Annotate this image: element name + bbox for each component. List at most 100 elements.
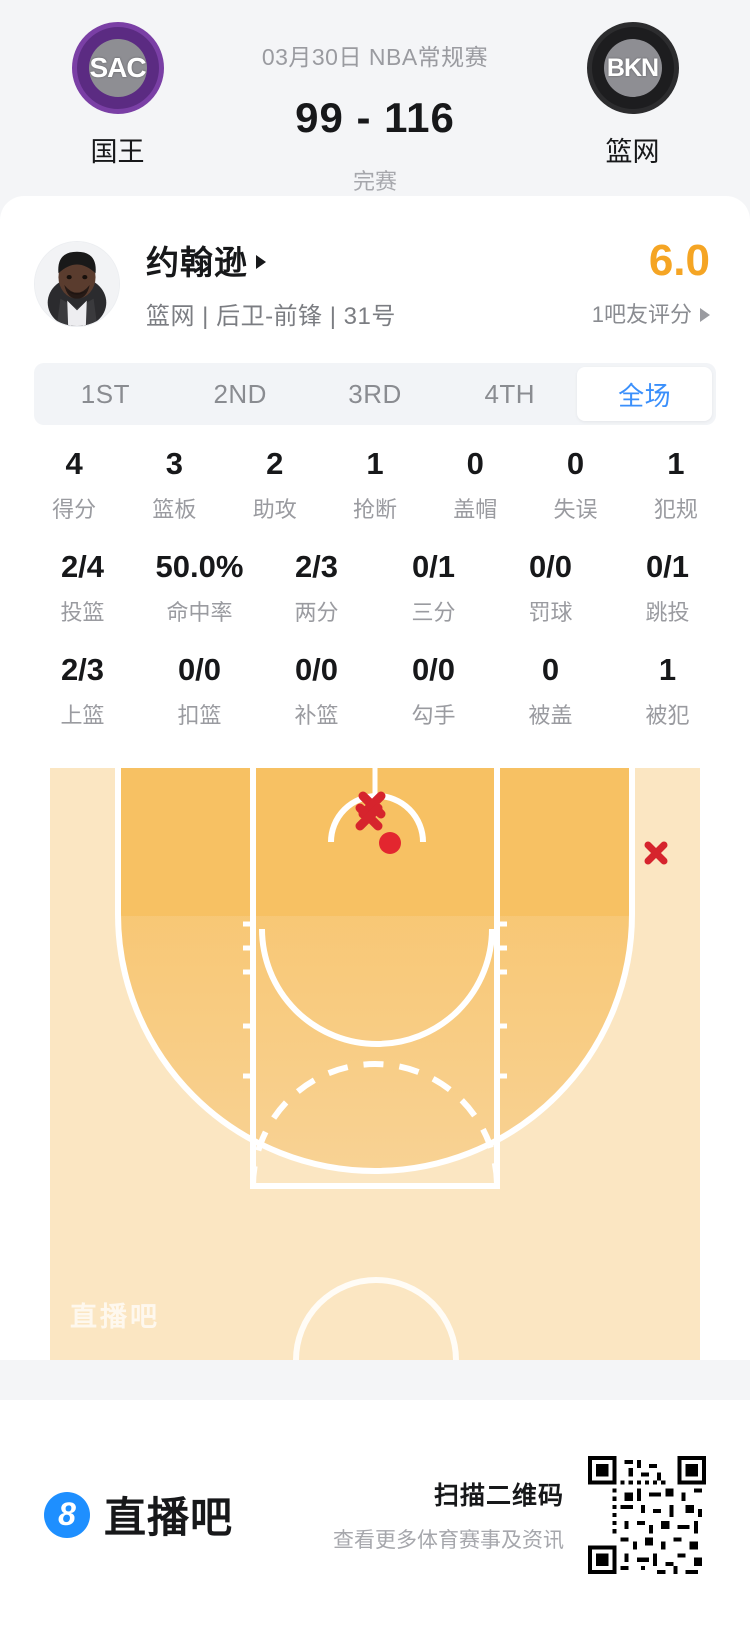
stat-label: 扣篮 xyxy=(177,703,222,729)
stat-value: 0/0 xyxy=(528,549,573,585)
stat-row-shot-types: 2/3 上篮 0/0 扣篮 0/0 补篮 0/0 勾手 0 被盖 xyxy=(24,653,726,730)
player-portrait-icon xyxy=(35,241,119,326)
stat-label: 勾手 xyxy=(411,703,456,729)
stat-value: 0 xyxy=(566,446,585,481)
qr-text: 扫描二维码 查看更多体育赛事及资讯 xyxy=(333,1476,564,1554)
stat-fouls-drawn: 1 被犯 xyxy=(609,653,726,730)
shot-marker-miss xyxy=(644,841,668,865)
stat-assists: 2 助攻 xyxy=(225,446,325,524)
stat-free-throws: 0/0 罚球 xyxy=(492,549,609,627)
player-card: 约翰逊 篮网 | 后卫-前锋 | 31号 6.0 1吧友评分 1ST 2ND 3… xyxy=(0,196,750,1361)
stat-label: 罚球 xyxy=(528,600,573,626)
stat-label: 失误 xyxy=(553,497,598,523)
brand-logo[interactable]: 8 直播吧 xyxy=(44,1484,233,1545)
footer: 8 直播吧 扫描二维码 查看更多体育赛事及资讯 xyxy=(0,1400,750,1629)
qr-title: 扫描二维码 xyxy=(433,1481,564,1510)
away-team[interactable]: BKN 篮网 xyxy=(525,22,740,169)
stat-layups: 2/3 上篮 xyxy=(24,653,141,730)
stat-value: 0 xyxy=(541,652,560,688)
qr-block: 扫描二维码 查看更多体育赛事及资讯 xyxy=(333,1455,706,1574)
rating-value: 6.0 xyxy=(648,235,710,285)
stat-blocks: 0 盖帽 xyxy=(425,446,525,524)
home-team-name: 国王 xyxy=(90,137,145,167)
stat-jump-shots: 0/1 跳投 xyxy=(609,549,726,627)
tab-3rd[interactable]: 3RD xyxy=(348,378,402,409)
stat-label: 被盖 xyxy=(528,703,573,729)
stat-value: 0 xyxy=(466,446,484,481)
stat-field-goals: 2/4 投篮 xyxy=(24,549,141,627)
stat-rebounds: 3 篮板 xyxy=(124,446,224,524)
player-name-line[interactable]: 约翰逊 xyxy=(146,236,592,284)
stat-value: 0/1 xyxy=(411,549,456,585)
stat-label: 助攻 xyxy=(252,497,297,523)
shot-marker-miss xyxy=(355,803,383,831)
rating-block[interactable]: 6.0 1吧友评分 xyxy=(591,235,716,329)
scoreboard: SAC 国王 03月30日 NBA常规赛 99 - 116 完赛 BKN 篮网 xyxy=(0,0,750,196)
stat-label: 跳投 xyxy=(645,600,690,626)
chevron-right-icon xyxy=(256,255,266,269)
stat-hook-shots: 0/0 勾手 xyxy=(375,653,492,730)
qr-subtitle: 查看更多体育赛事及资讯 xyxy=(333,1528,564,1552)
tab-2nd[interactable]: 2ND xyxy=(213,378,267,409)
stat-turnovers: 0 失误 xyxy=(525,446,625,524)
qr-code-icon[interactable] xyxy=(588,1455,706,1574)
tab-4th[interactable]: 4TH xyxy=(484,378,536,409)
rating-label: 1吧友评分 xyxy=(591,301,692,327)
stat-row-shooting: 2/4 投篮 50.0% 命中率 2/3 两分 0/1 三分 0/0 罚球 xyxy=(24,549,726,627)
match-summary: 03月30日 NBA常规赛 99 - 116 完赛 xyxy=(225,22,525,196)
brand-name: 直播吧 xyxy=(104,1494,234,1541)
stat-fg-percent: 50.0% 命中率 xyxy=(141,549,258,627)
stat-label: 盖帽 xyxy=(453,497,498,523)
stat-row-basic: 4 得分 3 篮板 2 助攻 1 抢断 0 盖帽 xyxy=(24,446,726,524)
away-team-logo-icon: BKN xyxy=(586,22,679,114)
zhibo8-mark-icon: 8 xyxy=(44,1491,90,1538)
stat-value: 4 xyxy=(65,446,83,481)
match-status: 完赛 xyxy=(352,169,397,194)
stat-label: 篮板 xyxy=(152,497,197,523)
stat-label: 得分 xyxy=(52,497,97,523)
stat-label: 被犯 xyxy=(645,703,690,729)
player-identity: 约翰逊 篮网 | 后卫-前锋 | 31号 xyxy=(146,236,592,331)
tab-1st[interactable]: 1ST xyxy=(80,378,130,409)
stat-value: 3 xyxy=(165,446,184,481)
stat-steals: 1 抢断 xyxy=(325,446,425,524)
away-team-name: 篮网 xyxy=(605,137,660,167)
stat-value: 0/0 xyxy=(411,652,456,688)
stat-label: 投篮 xyxy=(60,600,105,626)
stat-label: 抢断 xyxy=(352,497,397,523)
period-tabs: 1ST 2ND 3RD 4TH 全场 xyxy=(34,363,716,425)
stat-tip-ins: 0/0 补篮 xyxy=(258,653,375,730)
home-team-logo-icon: SAC xyxy=(71,22,164,114)
avatar[interactable] xyxy=(34,240,120,327)
player-name: 约翰逊 xyxy=(146,244,248,281)
stat-value: 1 xyxy=(366,446,384,481)
stat-value: 0/0 xyxy=(294,652,339,688)
stat-points: 4 得分 xyxy=(24,446,124,524)
stat-value: 1 xyxy=(667,446,685,481)
stat-value: 1 xyxy=(658,652,677,688)
player-meta: 篮网 | 后卫-前锋 | 31号 xyxy=(146,303,396,330)
stat-value: 2 xyxy=(266,446,284,481)
court-watermark: 直播吧 xyxy=(70,1302,160,1333)
match-score: 99 - 116 xyxy=(295,94,455,141)
stat-value: 2/3 xyxy=(294,549,339,585)
player-header: 约翰逊 篮网 | 后卫-前锋 | 31号 6.0 1吧友评分 xyxy=(0,208,750,349)
stat-label: 两分 xyxy=(294,600,339,626)
shot-chart-court xyxy=(50,764,700,1361)
stat-label: 上篮 xyxy=(60,703,105,729)
stat-shots-blocked: 0 被盖 xyxy=(492,653,609,730)
match-meta: 03月30日 NBA常规赛 xyxy=(261,44,489,70)
chevron-right-small-icon xyxy=(700,307,710,322)
stats-grid: 4 得分 3 篮板 2 助攻 1 抢断 0 盖帽 xyxy=(0,425,750,764)
stat-label: 补篮 xyxy=(294,703,339,729)
home-team[interactable]: SAC 国王 xyxy=(10,22,225,169)
tab-full-game[interactable]: 全场 xyxy=(577,367,712,421)
shot-chart[interactable]: 直播吧 xyxy=(50,764,700,1361)
stat-label: 三分 xyxy=(411,600,456,626)
home-team-abbr: SAC xyxy=(89,52,146,83)
stat-value: 50.0% xyxy=(155,549,244,585)
stat-three-pointers: 0/1 三分 xyxy=(375,549,492,627)
stat-value: 0/0 xyxy=(177,652,222,688)
stat-value: 2/4 xyxy=(60,549,105,585)
stat-value: 0/1 xyxy=(645,549,690,585)
